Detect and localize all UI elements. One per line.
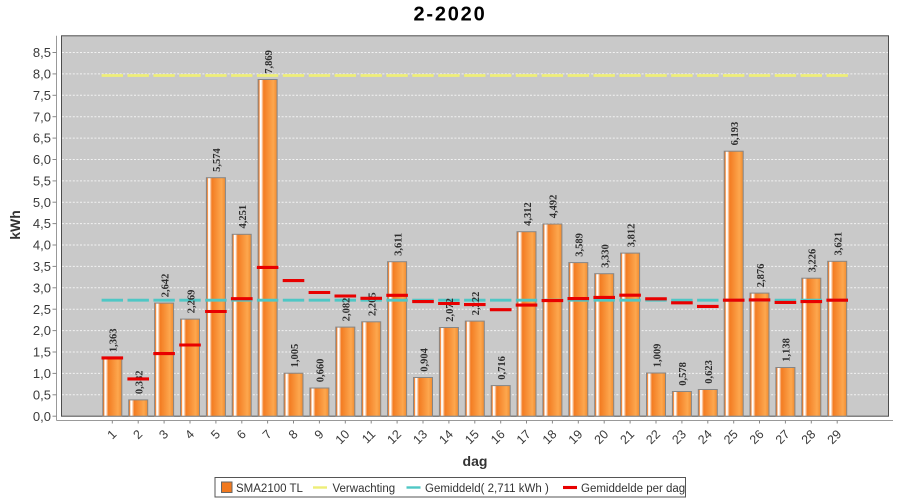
svg-text:3,611: 3,611 (393, 233, 404, 256)
svg-text:3,0: 3,0 (33, 280, 51, 295)
svg-text:5,5: 5,5 (33, 174, 51, 189)
svg-text:0,623: 0,623 (704, 360, 715, 384)
svg-text:3,5: 3,5 (33, 259, 51, 274)
svg-text:Verwachting: Verwachting (333, 483, 396, 495)
svg-text:1,138: 1,138 (782, 338, 793, 362)
svg-text:2,876: 2,876 (756, 264, 767, 288)
svg-text:0,716: 0,716 (497, 356, 508, 380)
svg-text:3,621: 3,621 (834, 232, 845, 256)
svg-text:2-2020: 2-2020 (413, 4, 486, 26)
svg-text:1,5: 1,5 (33, 345, 51, 360)
svg-text:4,0: 4,0 (33, 238, 51, 253)
svg-text:0,578: 0,578 (678, 362, 689, 386)
svg-text:4,492: 4,492 (549, 195, 560, 219)
svg-text:2,205: 2,205 (368, 292, 379, 316)
svg-text:3,330: 3,330 (601, 244, 612, 268)
svg-text:3,589: 3,589 (575, 233, 586, 257)
svg-text:1,363: 1,363 (109, 328, 120, 352)
svg-text:7,869: 7,869 (264, 50, 275, 74)
svg-text:SMA2100 TL: SMA2100 TL (236, 483, 304, 495)
svg-text:5,0: 5,0 (33, 195, 51, 210)
svg-text:1,005: 1,005 (290, 344, 301, 368)
svg-text:dag: dag (463, 453, 488, 469)
svg-text:1,0: 1,0 (33, 366, 51, 381)
svg-text:1,009: 1,009 (652, 344, 663, 368)
svg-text:2,5: 2,5 (33, 302, 51, 317)
svg-text:2,072: 2,072 (445, 298, 456, 322)
svg-text:4,5: 4,5 (33, 216, 51, 231)
svg-text:3,812: 3,812 (626, 224, 637, 248)
svg-text:7,5: 7,5 (33, 88, 51, 103)
svg-text:4,312: 4,312 (523, 202, 534, 226)
svg-text:0,660: 0,660 (316, 359, 327, 383)
svg-text:7,0: 7,0 (33, 109, 51, 124)
svg-text:8,5: 8,5 (33, 45, 51, 60)
svg-text:0,382: 0,382 (135, 370, 146, 394)
svg-text:0,5: 0,5 (33, 387, 51, 402)
svg-text:6,0: 6,0 (33, 152, 51, 167)
svg-text:Gemiddeld( 2,711 kWh ): Gemiddeld( 2,711 kWh ) (425, 483, 549, 495)
svg-text:3,226: 3,226 (808, 249, 819, 273)
svg-text:Gemiddelde per dag: Gemiddelde per dag (581, 483, 685, 495)
svg-text:2,269: 2,269 (186, 290, 197, 314)
svg-text:kWh: kWh (7, 210, 23, 240)
svg-text:2,082: 2,082 (342, 298, 353, 322)
svg-text:8,0: 8,0 (33, 67, 51, 82)
svg-text:6,193: 6,193 (730, 122, 741, 146)
svg-text:6,5: 6,5 (33, 131, 51, 146)
svg-text:0,0: 0,0 (33, 409, 51, 424)
svg-text:0,904: 0,904 (419, 347, 430, 371)
svg-text:2,0: 2,0 (33, 323, 51, 338)
svg-text:5,574: 5,574 (212, 148, 223, 172)
svg-text:4,251: 4,251 (238, 205, 249, 229)
svg-text:2,642: 2,642 (160, 274, 171, 298)
